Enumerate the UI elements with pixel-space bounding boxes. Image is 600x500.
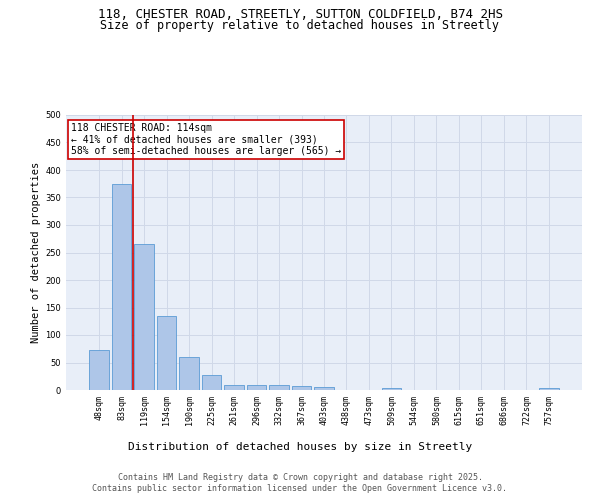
Text: Distribution of detached houses by size in Streetly: Distribution of detached houses by size …: [128, 442, 472, 452]
Bar: [202, 374, 221, 390]
Bar: [224, 384, 244, 390]
Bar: [179, 357, 199, 390]
Bar: [539, 388, 559, 390]
Bar: [292, 386, 311, 390]
Y-axis label: Number of detached properties: Number of detached properties: [31, 162, 41, 343]
Text: 118 CHESTER ROAD: 114sqm
← 41% of detached houses are smaller (393)
58% of semi-: 118 CHESTER ROAD: 114sqm ← 41% of detach…: [71, 123, 341, 156]
Text: Size of property relative to detached houses in Streetly: Size of property relative to detached ho…: [101, 19, 499, 32]
Text: Contains public sector information licensed under the Open Government Licence v3: Contains public sector information licen…: [92, 484, 508, 493]
Text: 118, CHESTER ROAD, STREETLY, SUTTON COLDFIELD, B74 2HS: 118, CHESTER ROAD, STREETLY, SUTTON COLD…: [97, 8, 503, 20]
Bar: [134, 244, 154, 390]
Bar: [269, 384, 289, 390]
Text: Contains HM Land Registry data © Crown copyright and database right 2025.: Contains HM Land Registry data © Crown c…: [118, 472, 482, 482]
Bar: [112, 184, 131, 390]
Bar: [157, 316, 176, 390]
Bar: [382, 388, 401, 390]
Bar: [247, 384, 266, 390]
Bar: [314, 387, 334, 390]
Bar: [89, 350, 109, 390]
